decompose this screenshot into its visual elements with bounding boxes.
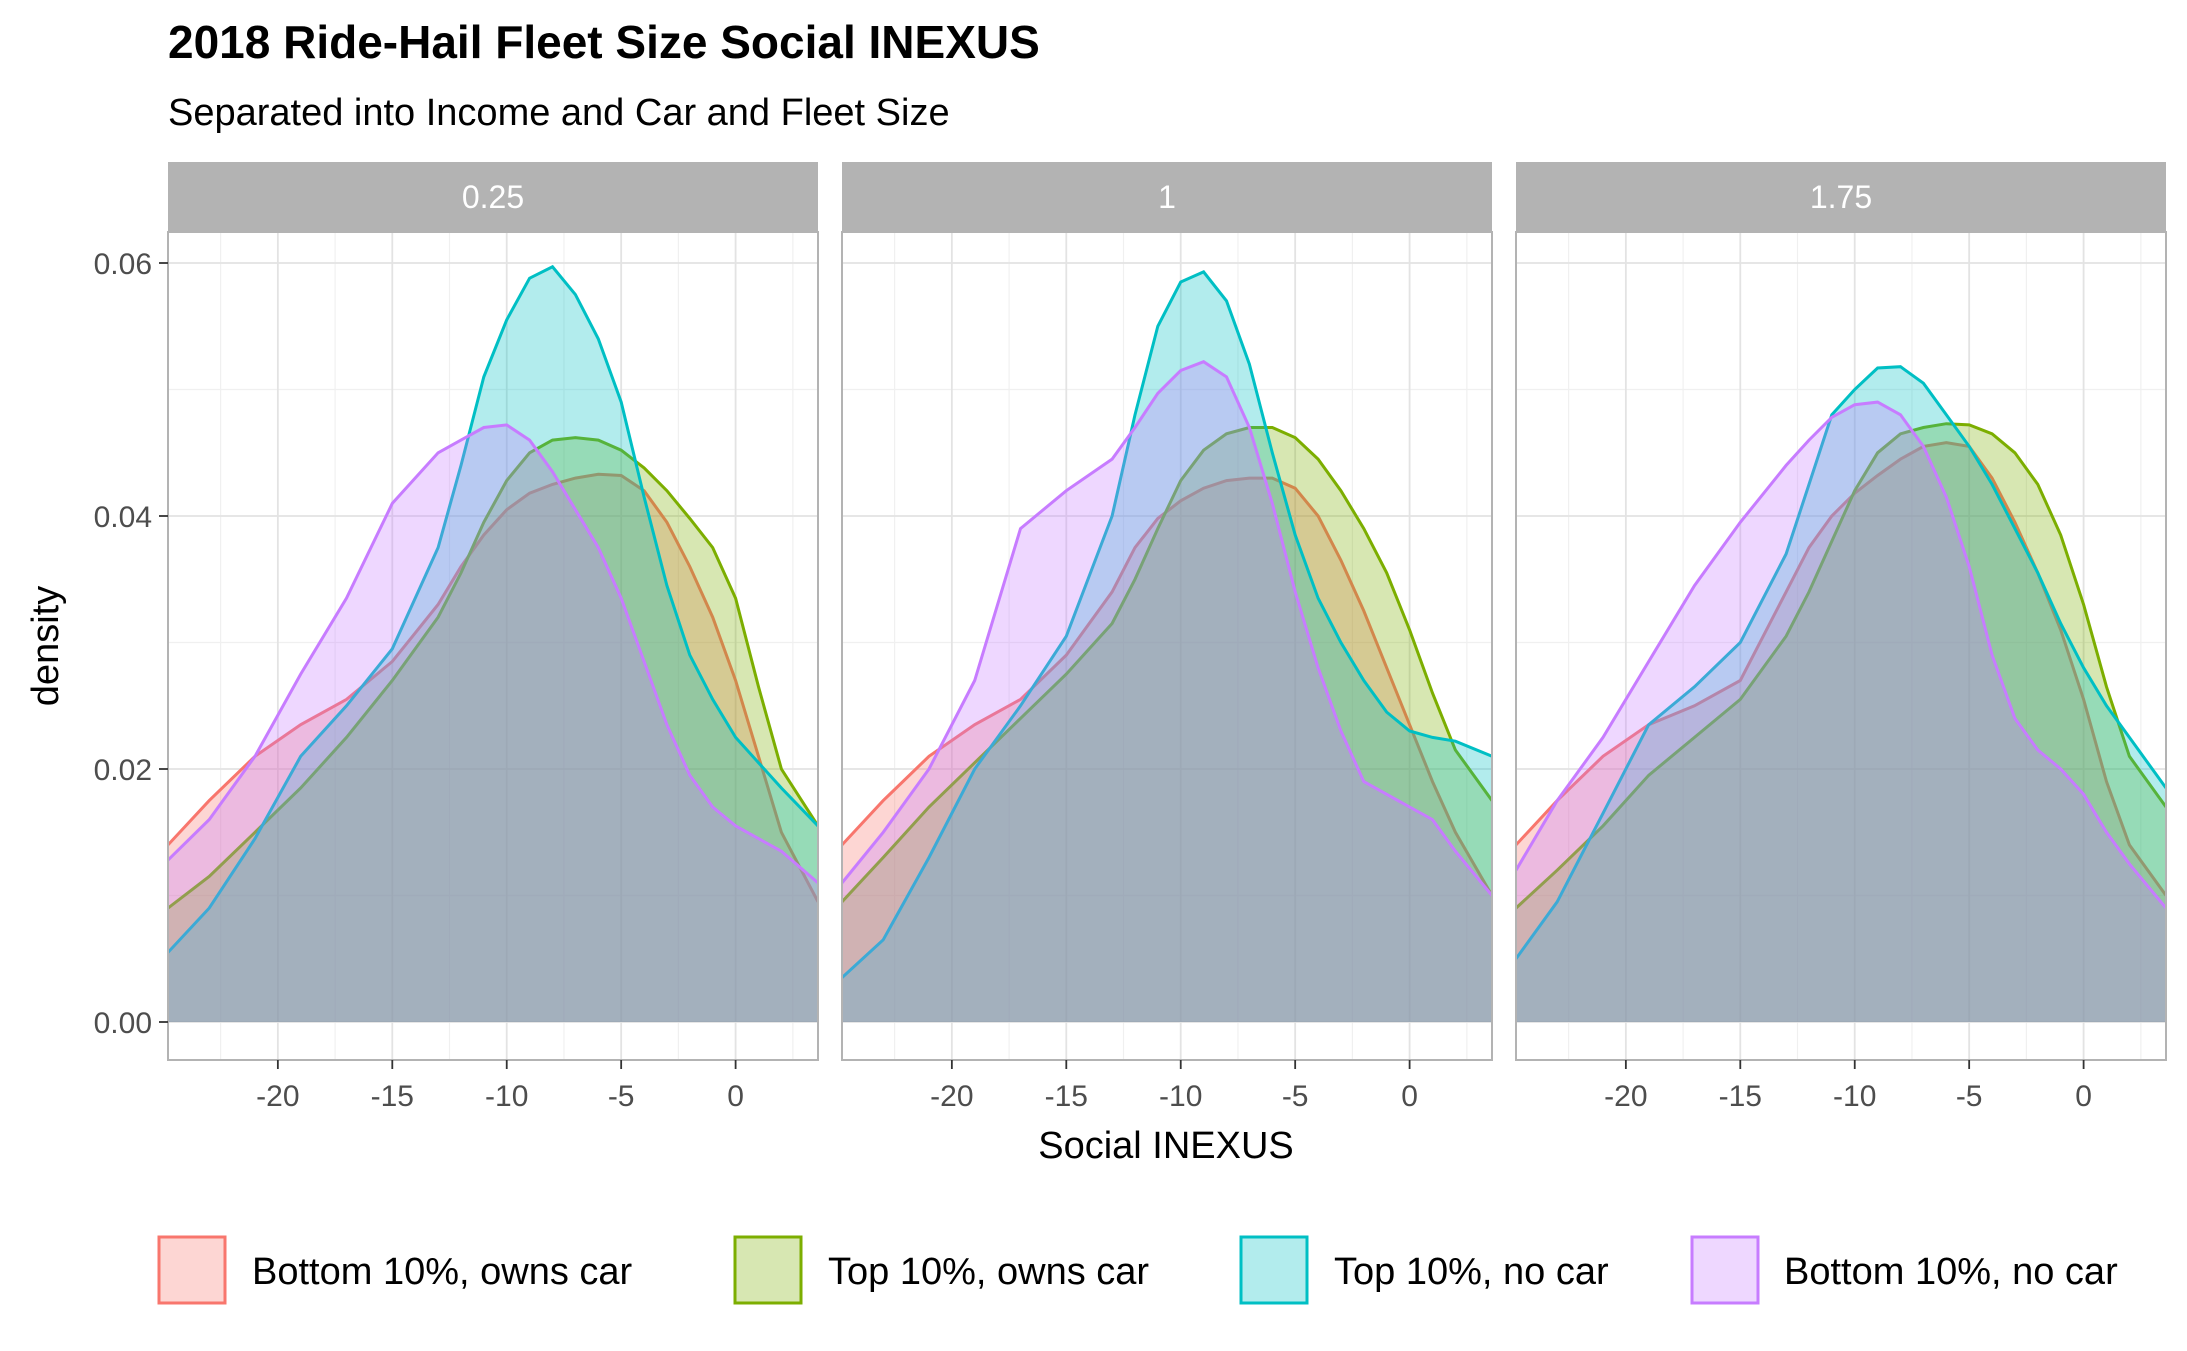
y-tick-label: 0.06	[94, 248, 152, 281]
density-line-series-2	[842, 270, 1492, 979]
facet-panels: 0.25 -20 -15 -10 -5 0 0.00 0.02 0.04 0.06 1 -20 -15 -…	[94, 162, 2167, 1113]
facet-strip	[168, 162, 818, 232]
density-line-series-1	[168, 436, 818, 910]
x-tick-label: -20	[256, 1080, 299, 1113]
y-tick-label: 0.02	[94, 754, 152, 787]
density-line-series-0	[842, 476, 1492, 897]
y-axis-label: density	[25, 586, 67, 706]
density-area-series-3	[168, 424, 818, 1022]
y-tick-label: 0.00	[94, 1007, 152, 1040]
density-line-series-2	[168, 264, 818, 954]
x-tick-label: -5	[608, 1080, 635, 1113]
density-area-series-2	[842, 271, 1492, 1022]
x-tick-label: 0	[2075, 1080, 2092, 1113]
legend-key	[1690, 1235, 1760, 1305]
density-layer	[168, 264, 818, 1023]
facet-strip	[1516, 162, 2166, 232]
x-tick-label: 0	[727, 1080, 744, 1113]
density-area-series-1	[842, 427, 1492, 1022]
legend-item-0: Bottom 10%, owns car	[157, 1235, 633, 1305]
density-layer	[842, 270, 1492, 1023]
facet-strip	[842, 162, 1492, 232]
density-line-series-3	[842, 360, 1492, 897]
legend-key	[733, 1235, 803, 1305]
density-area-series-0	[1516, 442, 2166, 1023]
density-area-series-3	[842, 361, 1492, 1022]
y-tick-label: 0.04	[94, 501, 152, 534]
density-line-series-3	[1516, 400, 2166, 910]
x-tick-label: -15	[1719, 1080, 1762, 1113]
plot-background	[168, 232, 818, 1060]
x-tick-label: 0	[1401, 1080, 1418, 1113]
plot-background	[1516, 232, 2166, 1060]
x-tick-label: -20	[930, 1080, 973, 1113]
x-tick-label: -15	[371, 1080, 414, 1113]
density-layer	[1516, 365, 2166, 1023]
x-tick-label: -10	[1833, 1080, 1876, 1113]
plot-background	[842, 232, 1492, 1060]
x-tick-label: -5	[1282, 1080, 1309, 1113]
legend-key	[1239, 1235, 1309, 1305]
legend-key	[157, 1235, 227, 1305]
legend-label: Bottom 10%, owns car	[252, 1251, 633, 1293]
density-area-series-2	[168, 266, 818, 1022]
legend: Bottom 10%, owns car Top 10%, owns car Top…	[157, 1235, 2118, 1305]
x-axis-label: Social INEXUS	[1038, 1125, 1294, 1167]
density-area-series-0	[168, 474, 818, 1022]
chart-subtitle: Separated into Income and Car and Fleet …	[168, 92, 950, 134]
chart-title: 2018 Ride-Hail Fleet Size Social INEXUS	[168, 16, 1040, 68]
facet-strip-label: 0.25	[462, 179, 524, 215]
legend-label: Top 10%, no car	[1334, 1251, 1609, 1293]
legend-item-2: Top 10%, no car	[1239, 1235, 1609, 1305]
panel-border	[841, 231, 1493, 1061]
density-line-series-3	[168, 423, 818, 885]
legend-item-1: Top 10%, owns car	[733, 1235, 1149, 1305]
density-line-series-0	[1516, 441, 2166, 897]
legend-label: Top 10%, owns car	[828, 1251, 1149, 1293]
panel-border	[1515, 231, 2167, 1061]
x-tick-label: -10	[1159, 1080, 1202, 1113]
density-area-series-2	[1516, 366, 2166, 1022]
x-tick-label: -10	[485, 1080, 528, 1113]
legend-item-3: Bottom 10%, no car	[1690, 1235, 2118, 1305]
x-tick-label: -15	[1045, 1080, 1088, 1113]
facet-strip-label: 1.75	[1810, 179, 1872, 215]
panel-border	[167, 231, 819, 1061]
facet-panel-0: 0.25 -20 -15 -10 -5 0 0.00 0.02 0.04 0.06	[94, 162, 819, 1113]
x-tick-label: -5	[1956, 1080, 1983, 1113]
legend-label: Bottom 10%, no car	[1784, 1251, 2118, 1293]
density-line-series-0	[168, 472, 818, 903]
density-line-series-2	[1516, 365, 2166, 960]
density-line-series-1	[842, 426, 1492, 903]
density-area-series-0	[842, 478, 1492, 1023]
facet-strip-label: 1	[1158, 179, 1176, 215]
density-area-series-3	[1516, 402, 2166, 1023]
facet-panel-2: 1.75 -20 -15 -10 -5 0	[1515, 162, 2167, 1113]
facet-panel-1: 1 -20 -15 -10 -5 0	[841, 162, 1493, 1113]
density-line-series-1	[1516, 422, 2166, 910]
density-area-series-1	[1516, 423, 2166, 1022]
density-area-series-1	[168, 437, 818, 1023]
x-tick-label: -20	[1604, 1080, 1647, 1113]
